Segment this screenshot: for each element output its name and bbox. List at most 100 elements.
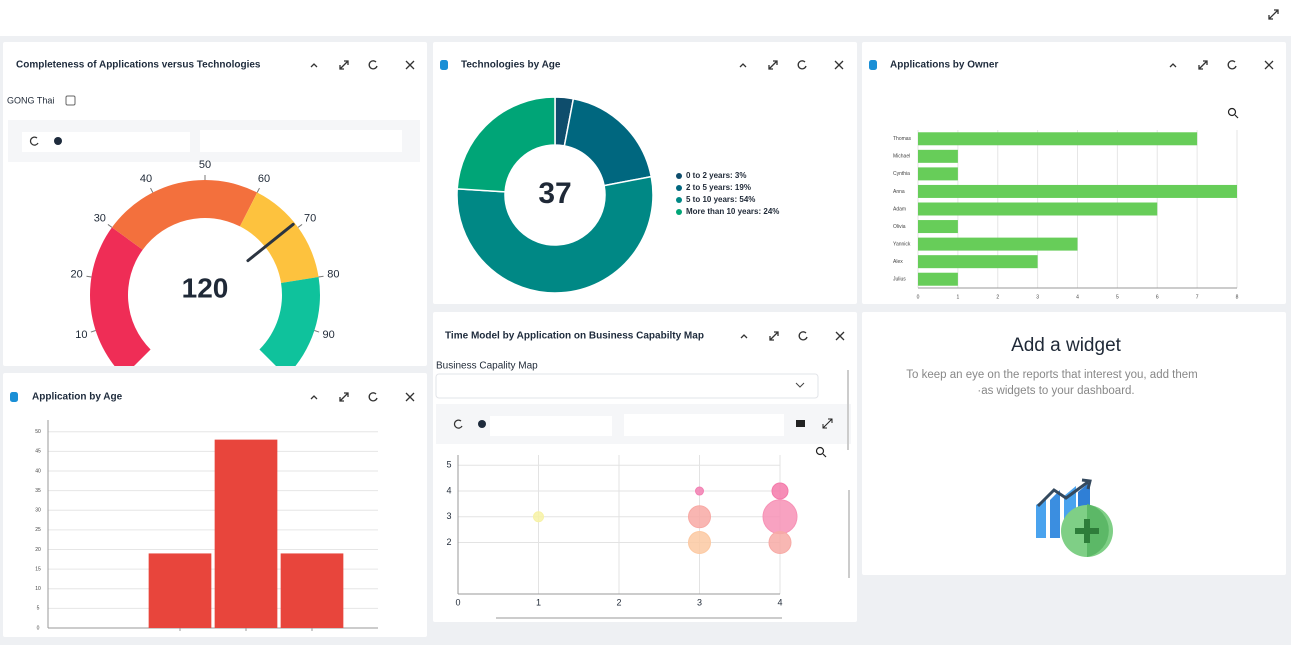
x-tick-label: 2 [616,597,621,607]
panel [862,312,1286,575]
y-tick-label: 2 [446,537,451,547]
gauge-band [111,180,258,250]
close-icon[interactable] [834,60,844,70]
y-tick-label: 0 [37,625,40,631]
refresh-icon[interactable] [368,60,378,70]
expand-icon[interactable] [822,418,833,429]
panel-title: Applications by Owner [890,60,998,71]
icon-path [405,60,415,70]
legend-label: 5 to 10 years: 54% [686,195,755,204]
x-tick-label: 0 [917,294,920,300]
bar [214,439,278,628]
legend-label: More than 10 years: 24% [686,207,779,216]
gauge-tick-label: 30 [94,212,106,224]
expand-icon[interactable] [1198,60,1208,70]
filter-label: GONG Thai [7,95,54,105]
bar [918,272,958,286]
icon-path [1198,60,1208,70]
y-tick-label: 4 [446,485,451,495]
collapse-icon[interactable] [1169,63,1177,68]
y-tick-label: 30 [35,508,41,514]
dropdown[interactable] [435,373,819,399]
bubble [762,499,798,535]
input[interactable] [200,130,402,152]
input[interactable] [22,132,190,152]
bar [918,220,958,234]
close-icon[interactable] [835,331,845,341]
x-tick-label: 4 [777,597,782,607]
icon-path [1264,60,1274,70]
expand-icon[interactable] [768,60,778,70]
add-widget-title: Add a widget [1011,335,1122,356]
icon-path [797,60,807,70]
bubble [688,505,711,529]
gauge-band [259,277,320,366]
zoom-icon[interactable] [1227,107,1239,119]
donut-total: 37 [538,177,571,210]
close-icon[interactable] [405,60,415,70]
collapse-icon[interactable] [740,334,748,339]
icon-path [310,63,318,68]
x-tick-label: 3 [697,597,702,607]
print-icon[interactable] [796,420,805,427]
icon-path [1169,63,1177,68]
gauge-tick-label: 10 [75,329,87,341]
bar [918,132,1198,146]
refresh-icon[interactable] [368,392,378,402]
refresh-icon[interactable] [797,60,807,70]
legend-marker [676,173,682,179]
gauge-value: 120 [182,272,229,303]
collapse-icon[interactable] [739,63,747,68]
x-tick-label: 1 [536,597,541,607]
gauge-band [90,227,151,366]
icon-path [1227,60,1237,70]
legend-label: 0 to 2 years: 3% [686,171,746,180]
expand-icon[interactable] [339,392,349,402]
panel-title: Application by Age [32,392,123,403]
y-tick-label: Michael [893,154,910,160]
gauge-needle [246,222,295,263]
x-tick-label: 7 [1196,294,1199,300]
x-tick-label: 2 [996,294,999,300]
gauge-tick-label: 50 [199,159,211,171]
close-icon[interactable] [405,392,415,402]
collapse-icon[interactable] [310,63,318,68]
refresh-icon[interactable] [1227,60,1237,70]
top-bar [0,0,1291,36]
add-widget-text: To keep an eye on the reports that inter… [906,369,1198,381]
donut-slice [456,96,556,193]
add-widget-illustration [1036,478,1113,557]
gauge-band [239,192,319,283]
gauge-tick [150,187,154,193]
bubble [688,531,711,555]
gauge-tick-label: 20 [70,269,82,281]
checkbox[interactable] [65,95,76,106]
zoom-icon[interactable] [815,446,827,458]
gauge-tick [314,330,320,333]
refresh-icon[interactable] [798,331,808,341]
y-tick-label: Yannick [893,241,911,247]
donut-slice [456,175,654,294]
bubble [695,486,704,496]
legend-marker [676,209,682,215]
bar [918,149,958,163]
globe-icon[interactable] [478,420,486,428]
input[interactable] [490,416,612,436]
icon-path [835,331,845,341]
expand-icon[interactable] [769,331,779,341]
expand-icon[interactable] [339,60,349,70]
globe-icon[interactable] [54,137,62,145]
close-icon[interactable] [1264,60,1274,70]
icon-path [368,60,378,70]
collapse-icon[interactable] [310,395,318,400]
panel-title: Technologies by Age [461,60,561,71]
refresh-icon[interactable] [29,136,39,146]
fullscreen-icon[interactable] [1268,9,1279,20]
y-tick-label: 45 [35,449,41,455]
db-icon [10,392,18,402]
input[interactable] [624,414,784,436]
refresh-icon[interactable] [453,419,463,429]
gauge-tick [297,224,303,228]
y-tick-label: 10 [35,586,41,592]
